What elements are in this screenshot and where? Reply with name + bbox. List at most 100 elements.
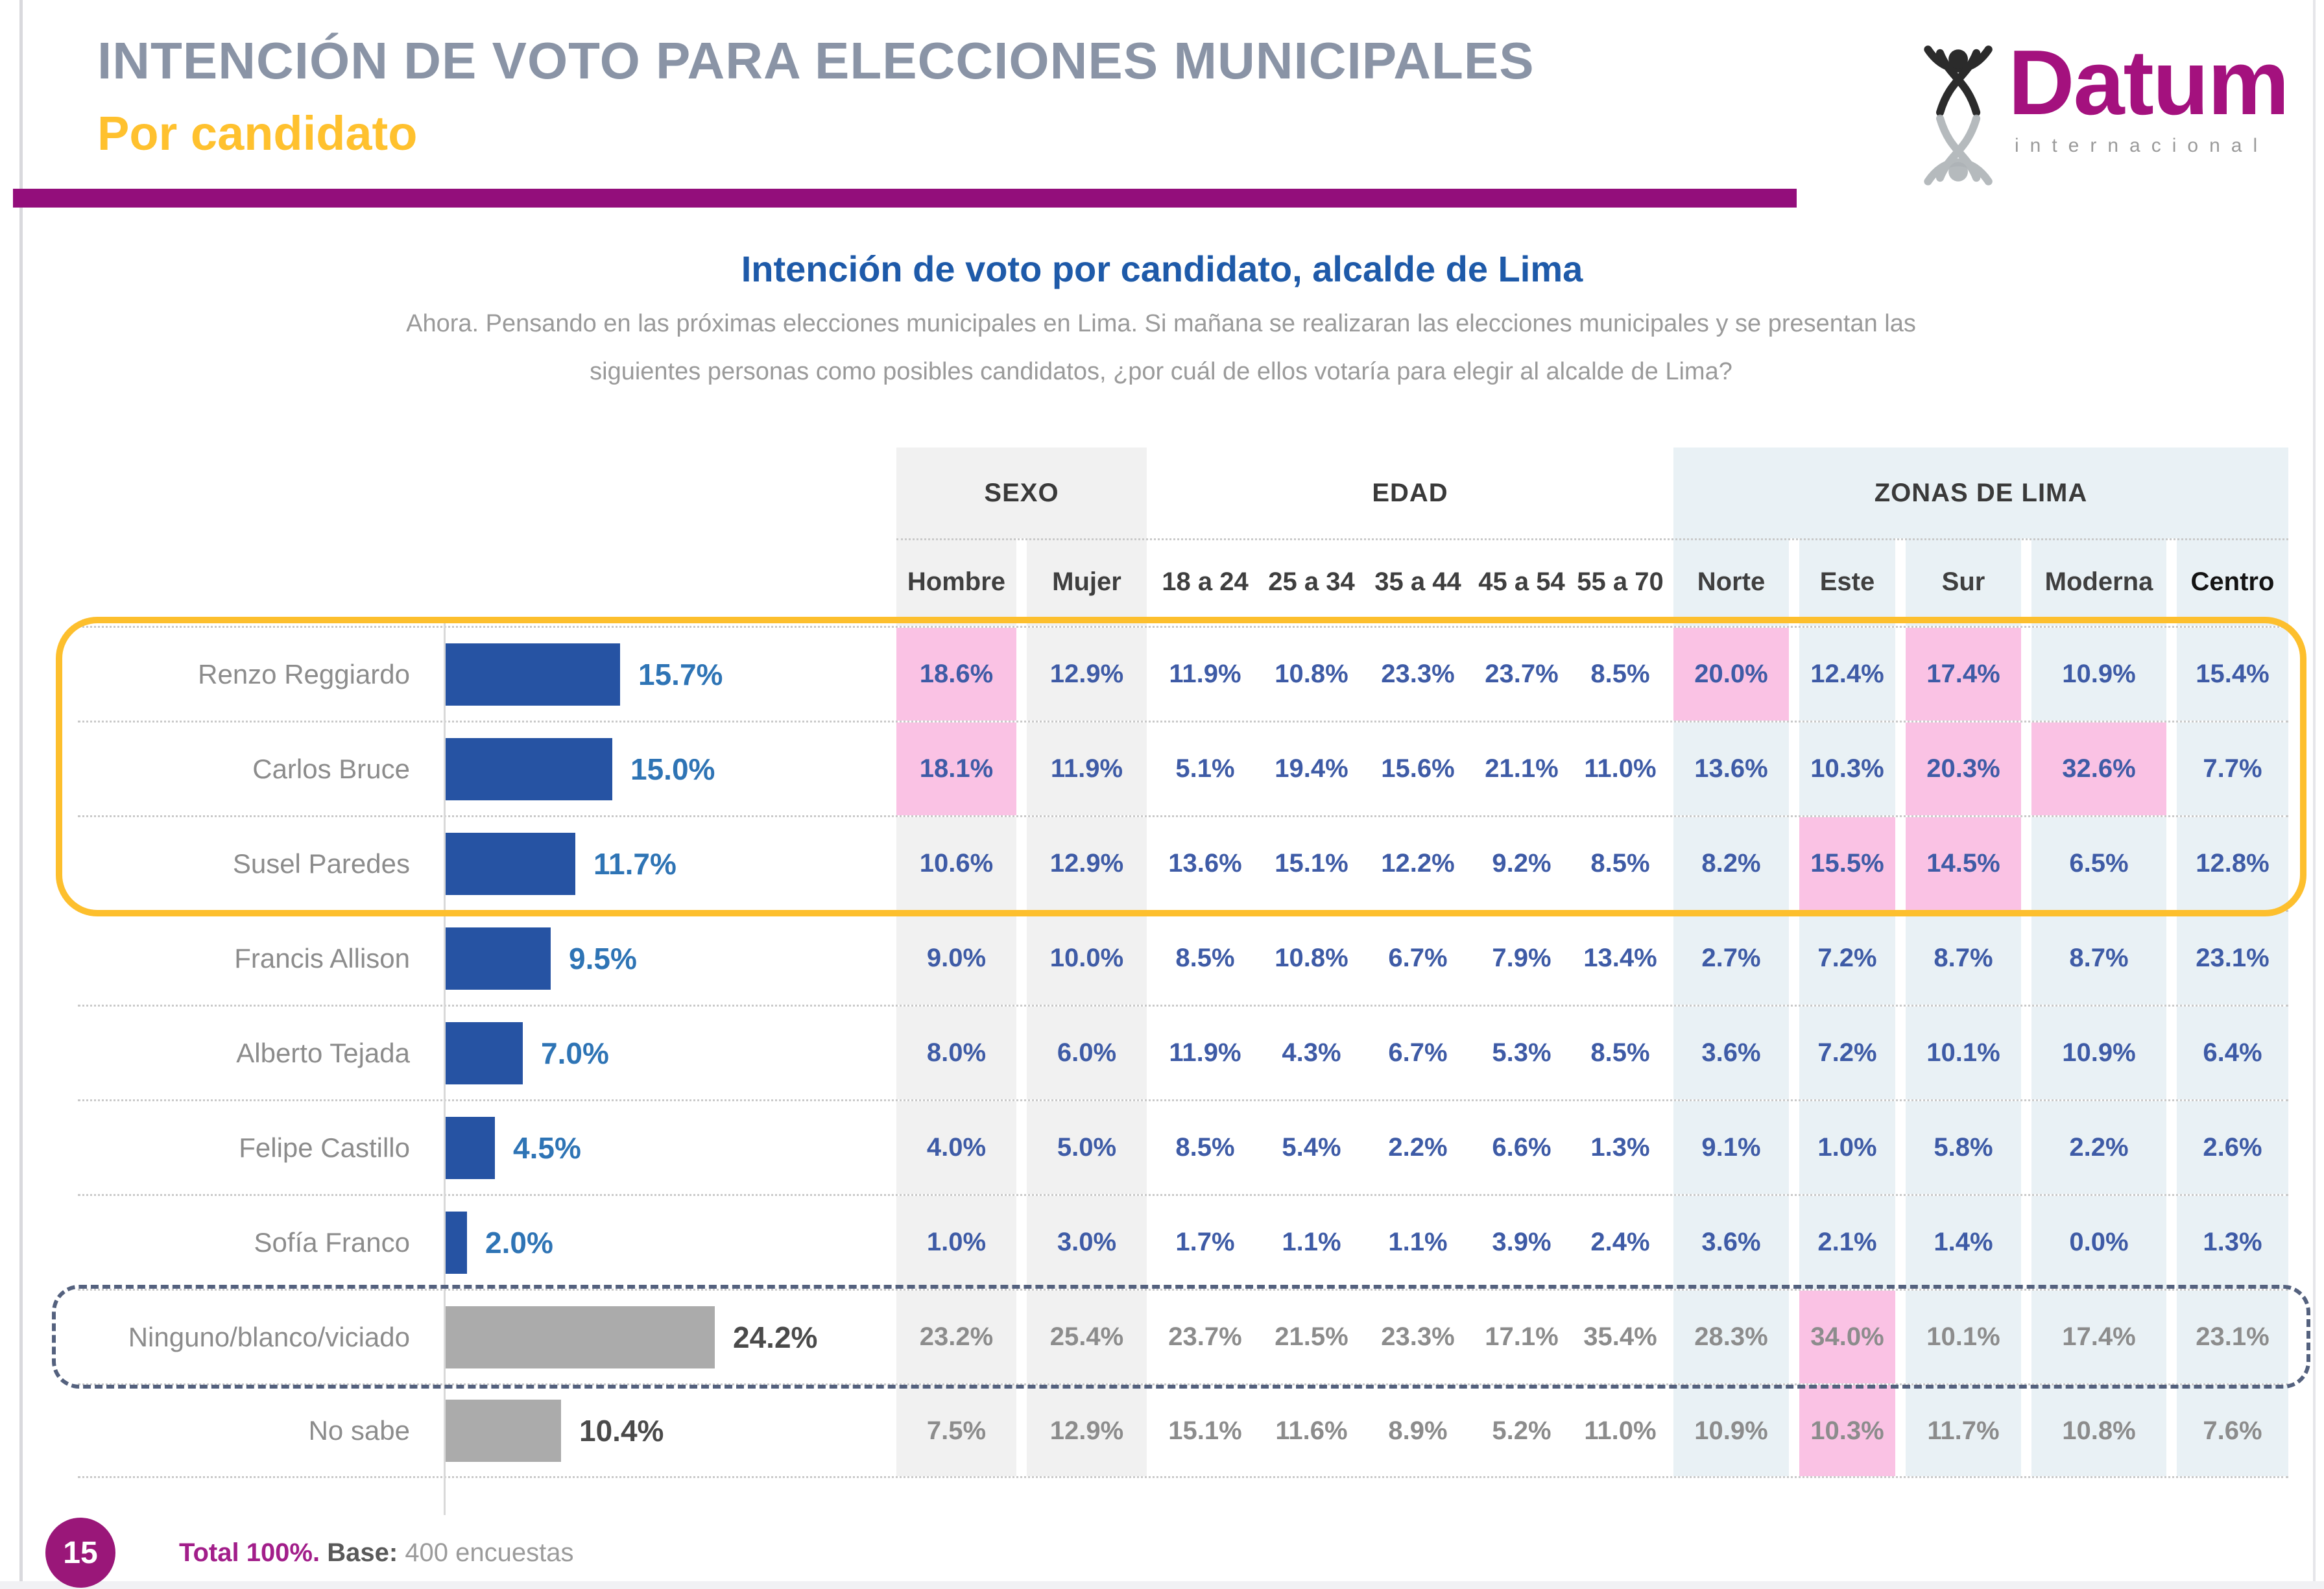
table-cell: 1.7%	[1157, 1196, 1253, 1289]
page-edge-bottom	[0, 1581, 2324, 1589]
table-cell: 23.7%	[1157, 1291, 1253, 1383]
table-cell: 20.0%	[1673, 628, 1789, 721]
bar	[445, 927, 551, 990]
column-header: Mujer	[1027, 538, 1147, 626]
table-cell: 11.9%	[1157, 628, 1253, 721]
table-cell: 13.6%	[1673, 723, 1789, 815]
table-cell: 23.1%	[2177, 912, 2288, 1005]
column-header: Hombre	[896, 538, 1016, 626]
table-cell: 23.1%	[2177, 1291, 2288, 1383]
bar	[445, 643, 620, 706]
table-cell: 11.0%	[1577, 1385, 1663, 1476]
table-cell: 15.1%	[1157, 1385, 1253, 1476]
survey-question-line1: Ahora. Pensando en las próximas eleccion…	[406, 310, 1916, 337]
table-cell: 18.6%	[896, 628, 1016, 721]
table-cell: 18.1%	[896, 723, 1016, 815]
bar-value: 7.0%	[541, 1036, 609, 1070]
header-divider	[896, 538, 2288, 540]
bar	[445, 832, 575, 895]
group-header-row: SEXO EDAD ZONAS DE LIMA	[78, 448, 2288, 538]
bar-value: 24.2%	[733, 1320, 818, 1354]
page-subtitle: Por candidato	[97, 106, 418, 160]
footnote-base-label: Base:	[327, 1538, 398, 1567]
table-cell: 12.8%	[2177, 817, 2288, 910]
page-edge-right	[2313, 0, 2316, 1589]
column-header: 35 a 44	[1370, 538, 1466, 626]
table-cell: 6.5%	[2031, 817, 2166, 910]
bar-value: 11.7%	[593, 846, 677, 881]
bar	[445, 1116, 495, 1179]
table-cell: 10.8%	[1264, 912, 1360, 1005]
table-cell: 1.3%	[1577, 1101, 1663, 1194]
table-cell: 23.3%	[1370, 628, 1466, 721]
table-cell: 23.2%	[896, 1291, 1016, 1383]
table-row: Renzo Reggiardo 15.7% 18.6% 12.9% 11.9% 10.8%…	[78, 626, 2288, 721]
table-cell: 12.9%	[1027, 817, 1147, 910]
footnote-total: Total 100%.	[179, 1538, 320, 1567]
bar	[445, 1211, 467, 1274]
table-cell: 1.1%	[1264, 1196, 1360, 1289]
table-cell: 20.3%	[1906, 723, 2021, 815]
table-row: Carlos Bruce 15.0% 18.1% 11.9% 5.1% 19.4% 15.6…	[78, 721, 2288, 815]
table-cell: 10.1%	[1906, 1007, 2021, 1099]
table-cell: 10.6%	[896, 817, 1016, 910]
table-cell: 6.0%	[1027, 1007, 1147, 1099]
table-cell: 5.2%	[1476, 1385, 1567, 1476]
bar-value: 9.5%	[569, 941, 637, 975]
axis-line	[444, 621, 446, 1515]
table-cell: 19.4%	[1264, 723, 1360, 815]
table-cell: 8.7%	[2031, 912, 2166, 1005]
table-cell: 15.4%	[2177, 628, 2288, 721]
bar-cell: 15.0%	[445, 723, 886, 815]
table-cell: 2.2%	[2031, 1101, 2166, 1194]
logo-subtext: internacional	[2015, 135, 2269, 157]
bar-value: 4.5%	[513, 1130, 581, 1165]
survey-question: Ahora. Pensando en las próximas eleccion…	[259, 300, 2063, 396]
column-header: 25 a 34	[1264, 538, 1360, 626]
table-cell: 6.7%	[1370, 1007, 1466, 1099]
column-header: Este	[1799, 538, 1895, 626]
table-cell: 10.0%	[1027, 912, 1147, 1005]
table-body: Renzo Reggiardo 15.7% 18.6% 12.9% 11.9% 10.8%…	[78, 626, 2288, 1478]
table-cell: 2.7%	[1673, 912, 1789, 1005]
bar-cell: 24.2%	[445, 1291, 886, 1383]
table-cell: 9.0%	[896, 912, 1016, 1005]
table-cell: 11.9%	[1027, 723, 1147, 815]
table-cell: 15.6%	[1370, 723, 1466, 815]
table-cell: 3.6%	[1673, 1007, 1789, 1099]
table-cell: 8.5%	[1577, 628, 1663, 721]
table-cell: 2.2%	[1370, 1101, 1466, 1194]
table-cell: 1.3%	[2177, 1196, 2288, 1289]
table-row: Sofía Franco 2.0% 1.0% 3.0% 1.7% 1.1% 1.1% 3.9%…	[78, 1194, 2288, 1289]
table-cell: 9.1%	[1673, 1101, 1789, 1194]
results-table: SEXO EDAD ZONAS DE LIMA Hombre Mujer 18 a …	[78, 448, 2288, 1478]
table-row: No sabe 10.4% 7.5% 12.9% 15.1% 11.6% 8.9% 5.2% 1…	[78, 1383, 2288, 1478]
column-header: Sur	[1906, 538, 2021, 626]
group-header-zonas: ZONAS DE LIMA	[1673, 448, 2288, 538]
table-cell: 4.0%	[896, 1101, 1016, 1194]
page-title: INTENCIÓN DE VOTO PARA ELECCIONES MUNICI…	[97, 32, 1535, 90]
column-header: Moderna	[2031, 538, 2166, 626]
table-cell: 21.1%	[1476, 723, 1567, 815]
table-cell: 13.4%	[1577, 912, 1663, 1005]
table-cell: 6.7%	[1370, 912, 1466, 1005]
logo-brand: Datum	[2008, 31, 2290, 134]
table-cell: 10.3%	[1799, 723, 1895, 815]
table-cell: 12.9%	[1027, 1385, 1147, 1476]
table-cell: 4.3%	[1264, 1007, 1360, 1099]
candidate-label: Alberto Tejada	[236, 1037, 410, 1068]
table-cell: 11.6%	[1264, 1385, 1360, 1476]
table-cell: 3.0%	[1027, 1196, 1147, 1289]
table-cell: 6.4%	[2177, 1007, 2288, 1099]
footnote-base-value: 400 encuestas	[405, 1538, 574, 1567]
bar-value: 2.0%	[485, 1225, 553, 1260]
table-cell: 21.5%	[1264, 1291, 1360, 1383]
bar	[445, 1400, 561, 1462]
table-cell: 1.0%	[1799, 1101, 1895, 1194]
table-cell: 10.9%	[1673, 1385, 1789, 1476]
bar	[445, 1022, 523, 1084]
chart-title: Intención de voto por candidato, alcalde…	[741, 248, 1583, 289]
candidate-label: Carlos Bruce	[252, 753, 410, 784]
table-row: Susel Paredes 11.7% 10.6% 12.9% 13.6% 15.1% 12…	[78, 815, 2288, 910]
